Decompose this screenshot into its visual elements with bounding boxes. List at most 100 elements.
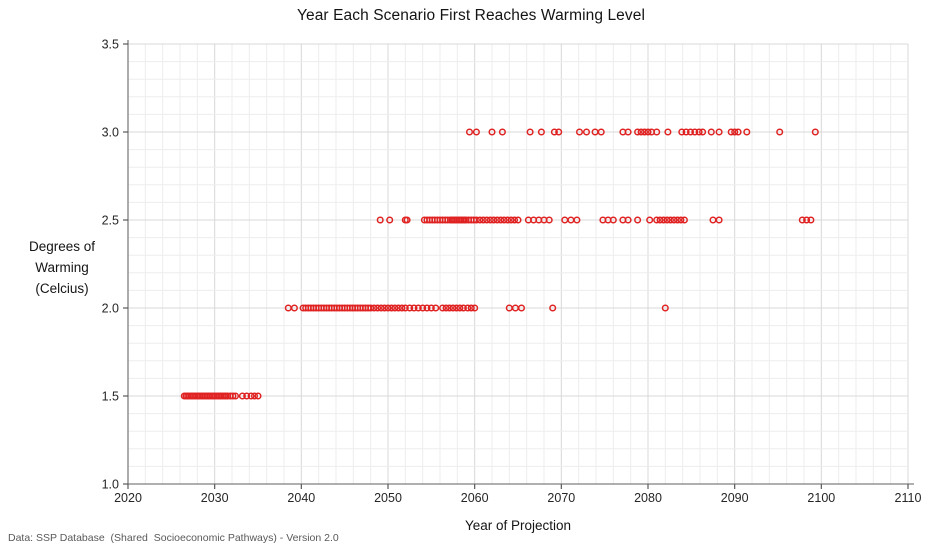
data-point xyxy=(498,128,506,136)
data-point xyxy=(624,216,632,224)
y-tick-label: 2.5 xyxy=(102,214,119,228)
x-tick-label: 2040 xyxy=(287,491,315,505)
data-point xyxy=(743,128,751,136)
data-point xyxy=(449,304,457,312)
data-point xyxy=(467,304,475,312)
data-point xyxy=(486,216,494,224)
data-point xyxy=(686,128,695,136)
data-point xyxy=(609,216,617,224)
data-point xyxy=(452,304,461,312)
data-point xyxy=(575,128,584,136)
data-point xyxy=(243,392,251,400)
data-point xyxy=(507,216,515,224)
data-point xyxy=(472,216,480,224)
data-point xyxy=(427,304,435,312)
data-point xyxy=(229,392,237,400)
data-point xyxy=(514,216,522,224)
data-point xyxy=(370,304,378,312)
data-point xyxy=(504,216,512,224)
data-point xyxy=(290,304,298,312)
data-point xyxy=(549,304,557,312)
data-point xyxy=(391,304,399,312)
data-point xyxy=(374,304,382,312)
data-point xyxy=(401,304,409,312)
y-axis-title-line2: Warming xyxy=(35,260,89,275)
y-axis-title: Degrees of Warming (Celcius) xyxy=(6,236,118,299)
data-point xyxy=(445,304,454,312)
data-point xyxy=(545,216,553,224)
data-points xyxy=(180,128,819,400)
y-tick-label: 1.0 xyxy=(102,478,119,492)
data-point xyxy=(456,304,464,312)
data-point xyxy=(664,128,672,136)
data-point xyxy=(526,128,534,136)
data-point xyxy=(254,392,262,400)
data-point xyxy=(497,216,505,224)
data-point xyxy=(247,392,255,400)
x-tick-label: 2100 xyxy=(807,491,835,505)
data-point xyxy=(634,128,642,136)
data-point xyxy=(406,304,414,312)
data-point xyxy=(637,128,645,136)
axes: 2020 2030 2040 2050 2060 2070 2080 2090 2100 2110… xyxy=(102,38,922,506)
data-point xyxy=(734,128,742,136)
data-point xyxy=(377,304,385,312)
data-point xyxy=(476,216,484,224)
data-point xyxy=(776,128,784,136)
data-point xyxy=(653,216,661,224)
data-point xyxy=(660,216,668,224)
data-point xyxy=(398,304,406,312)
data-point xyxy=(727,128,735,136)
y-tick-label: 3.5 xyxy=(102,38,119,52)
data-point xyxy=(550,128,558,136)
x-tick-label: 2020 xyxy=(114,491,142,505)
data-point xyxy=(432,304,440,312)
data-point xyxy=(798,216,806,224)
data-point xyxy=(680,216,688,224)
data-point xyxy=(731,128,739,136)
data-point xyxy=(380,304,389,312)
data-point xyxy=(403,216,411,224)
x-tick-label: 2080 xyxy=(634,491,662,505)
data-point xyxy=(490,216,498,224)
data-point xyxy=(666,216,675,224)
y-tick-label: 3.0 xyxy=(102,126,119,140)
data-point xyxy=(803,216,811,224)
data-point xyxy=(715,128,723,136)
data-point xyxy=(238,392,246,400)
data-point xyxy=(695,128,703,136)
data-point xyxy=(376,216,384,224)
x-tick-label: 2090 xyxy=(721,491,749,505)
data-point xyxy=(661,304,669,312)
data-point xyxy=(678,128,686,136)
data-point xyxy=(573,216,581,224)
data-point xyxy=(582,128,591,136)
data-point xyxy=(479,216,487,224)
data-point xyxy=(423,304,431,312)
y-axis-title-line3: (Celcius) xyxy=(35,281,89,296)
data-point xyxy=(653,128,661,136)
gridlines xyxy=(127,43,909,485)
data-point xyxy=(537,128,545,136)
data-point xyxy=(624,128,632,136)
data-point xyxy=(663,216,671,224)
data-point xyxy=(419,304,427,312)
data-point xyxy=(459,304,467,312)
data-point xyxy=(493,216,501,224)
data-point xyxy=(670,216,678,224)
data-point xyxy=(464,304,472,312)
data-point xyxy=(471,304,479,312)
x-tick-label: 2060 xyxy=(461,491,489,505)
data-point xyxy=(410,304,418,312)
y-axis-title-line1: Degrees of xyxy=(28,239,96,254)
data-point xyxy=(640,128,649,136)
data-point xyxy=(483,216,491,224)
data-point xyxy=(510,216,519,224)
data-point xyxy=(414,304,422,312)
data-point xyxy=(691,128,699,136)
data-point xyxy=(386,216,394,224)
data-point xyxy=(682,128,690,136)
y-tick-label: 2.0 xyxy=(102,302,119,316)
